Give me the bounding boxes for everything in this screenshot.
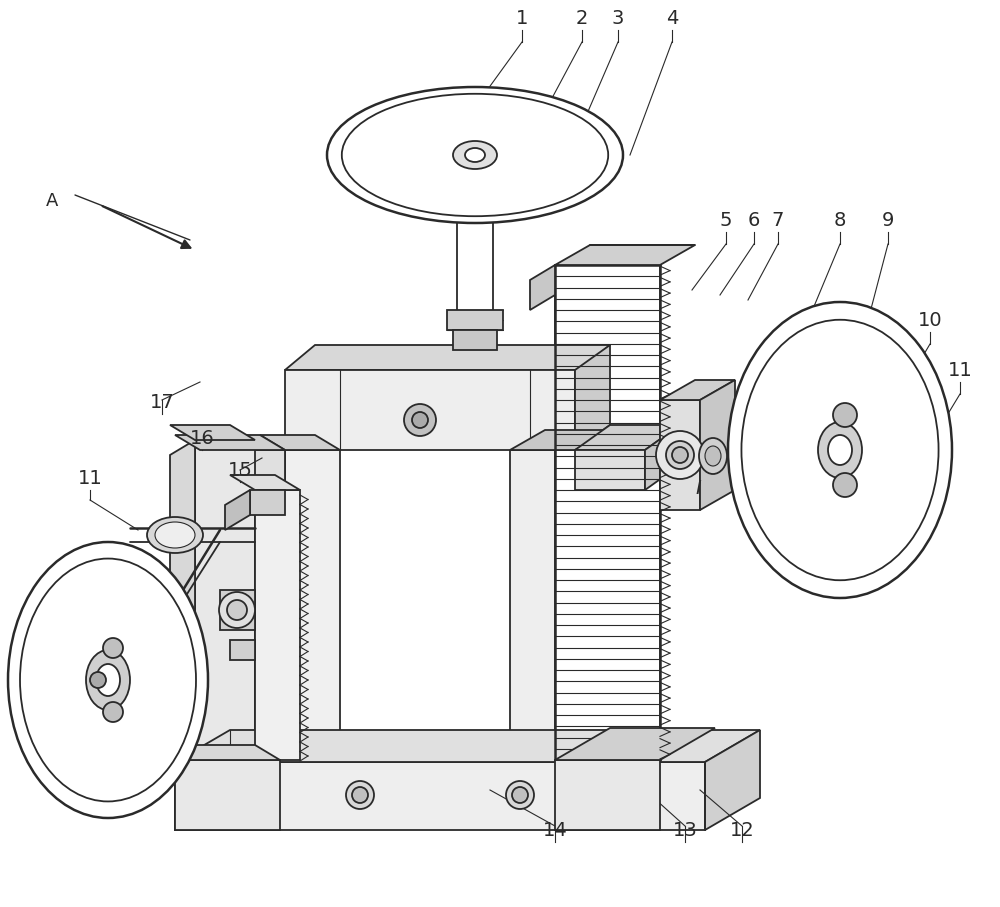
Ellipse shape [86, 650, 130, 710]
Polygon shape [645, 425, 680, 490]
Text: 4: 4 [666, 9, 678, 28]
Text: 15: 15 [228, 461, 252, 480]
Polygon shape [220, 590, 255, 630]
Polygon shape [575, 450, 645, 490]
Circle shape [833, 403, 857, 427]
Circle shape [103, 702, 123, 722]
Polygon shape [175, 435, 285, 450]
Polygon shape [175, 762, 705, 830]
Polygon shape [285, 370, 575, 450]
Ellipse shape [96, 664, 120, 696]
Polygon shape [175, 760, 280, 830]
Polygon shape [660, 380, 735, 400]
Polygon shape [575, 425, 680, 450]
Text: 16: 16 [190, 429, 214, 448]
Circle shape [352, 787, 368, 803]
Ellipse shape [327, 87, 623, 223]
Ellipse shape [453, 141, 497, 169]
Ellipse shape [818, 422, 862, 478]
Polygon shape [250, 490, 285, 515]
Polygon shape [660, 400, 700, 510]
Polygon shape [555, 760, 660, 830]
Circle shape [103, 638, 123, 658]
Polygon shape [575, 430, 610, 760]
Polygon shape [225, 490, 250, 530]
Polygon shape [530, 265, 555, 310]
Polygon shape [700, 380, 735, 510]
Text: 13: 13 [673, 821, 697, 840]
Text: 2: 2 [576, 9, 588, 28]
Ellipse shape [155, 522, 195, 548]
Polygon shape [555, 265, 660, 760]
Polygon shape [195, 440, 255, 760]
Text: A: A [46, 192, 58, 210]
Text: 11: 11 [948, 361, 972, 380]
Polygon shape [555, 728, 715, 760]
Polygon shape [200, 450, 285, 490]
Ellipse shape [828, 435, 852, 465]
Polygon shape [555, 245, 695, 265]
Polygon shape [575, 345, 610, 450]
Polygon shape [230, 475, 300, 490]
Polygon shape [453, 330, 497, 350]
Circle shape [656, 431, 704, 479]
Polygon shape [170, 425, 255, 440]
Polygon shape [230, 640, 255, 660]
Text: 5: 5 [720, 211, 732, 230]
Ellipse shape [741, 320, 939, 580]
Circle shape [833, 473, 857, 497]
Ellipse shape [465, 148, 485, 162]
Circle shape [404, 404, 436, 436]
Text: 10: 10 [918, 311, 942, 330]
Circle shape [506, 781, 534, 809]
Text: 17: 17 [150, 393, 174, 412]
Polygon shape [510, 430, 610, 450]
Ellipse shape [699, 438, 727, 474]
Text: 8: 8 [834, 211, 846, 230]
Ellipse shape [8, 542, 208, 818]
Text: 6: 6 [748, 211, 760, 230]
Circle shape [346, 781, 374, 809]
Text: 7: 7 [772, 211, 784, 230]
Polygon shape [150, 745, 280, 760]
Circle shape [219, 592, 255, 628]
Ellipse shape [342, 93, 608, 216]
Ellipse shape [728, 302, 952, 598]
Polygon shape [175, 730, 760, 762]
Text: 14: 14 [543, 821, 567, 840]
Polygon shape [260, 450, 285, 775]
Circle shape [672, 447, 688, 463]
Circle shape [90, 672, 106, 688]
Polygon shape [255, 490, 300, 760]
Polygon shape [510, 450, 575, 760]
Ellipse shape [705, 446, 721, 466]
Text: 1: 1 [516, 9, 528, 28]
Polygon shape [285, 450, 340, 760]
Circle shape [412, 412, 428, 428]
Polygon shape [705, 730, 760, 830]
Circle shape [227, 600, 247, 620]
Polygon shape [170, 440, 195, 775]
Polygon shape [447, 310, 503, 330]
Polygon shape [285, 345, 610, 370]
Ellipse shape [147, 517, 203, 553]
Text: 11: 11 [78, 469, 102, 488]
Text: 12: 12 [730, 821, 754, 840]
Text: I: I [695, 479, 701, 498]
Ellipse shape [20, 559, 196, 802]
Circle shape [666, 441, 694, 469]
Text: 9: 9 [882, 211, 894, 230]
Text: 3: 3 [612, 9, 624, 28]
Circle shape [512, 787, 528, 803]
Polygon shape [260, 435, 340, 450]
